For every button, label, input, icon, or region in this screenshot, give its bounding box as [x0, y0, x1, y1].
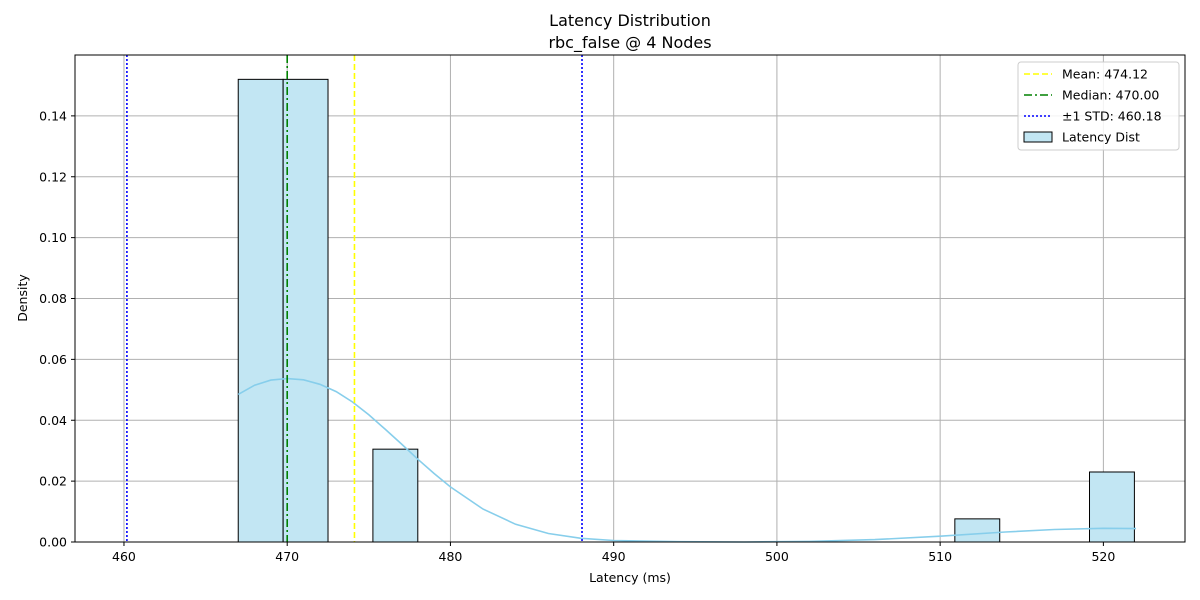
legend-entry: Mean: 474.12 [1062, 67, 1148, 82]
legend-bar-swatch [1023, 131, 1053, 143]
kde-curve [237, 377, 1137, 543]
x-tick-label: 480 [439, 549, 463, 564]
y-tick-label: 0.10 [39, 230, 67, 245]
legend-entry: Latency Dist [1062, 130, 1140, 145]
legend: Mean: 474.12 Median: 470.00 ±1 STD: 460.18… [1017, 61, 1180, 151]
histogram-bar [282, 78, 329, 543]
y-tick-label: 0.14 [39, 108, 67, 123]
chart-subtitle: rbc_false @ 4 Nodes [548, 33, 711, 53]
reference-lines [126, 55, 583, 542]
y-tick-label: 0.06 [39, 352, 67, 367]
x-tick-label: 520 [1091, 549, 1115, 564]
histogram-bar [1089, 471, 1135, 543]
legend-entry: Median: 470.00 [1062, 88, 1159, 103]
legend-box [1017, 61, 1180, 151]
y-tick-label: 0.08 [39, 291, 67, 306]
chart-title: Latency Distribution [549, 11, 711, 30]
x-tick-label: 510 [928, 549, 952, 564]
kde-curve-layer [237, 377, 1137, 543]
x-tick-label: 490 [602, 549, 626, 564]
x-tick-label: 470 [275, 549, 299, 564]
y-tick-label: 0.00 [39, 535, 67, 550]
histogram-bar [372, 448, 419, 543]
x-axis-label: Latency (ms) [589, 570, 671, 585]
y-axis-ticks: 0.00 0.02 0.04 0.06 0.08 0.10 0.12 0.14 [39, 108, 75, 550]
y-tick-label: 0.02 [39, 474, 67, 489]
legend-entry: ±1 STD: 460.18 [1062, 109, 1162, 124]
histogram-bar [954, 518, 1001, 543]
x-tick-label: 460 [112, 549, 136, 564]
x-tick-label: 500 [765, 549, 789, 564]
x-axis-ticks: 460 470 480 490 500 510 520 [112, 542, 1115, 564]
histogram-bars [237, 78, 1135, 543]
histogram-bar [237, 78, 284, 543]
y-tick-label: 0.12 [39, 169, 67, 184]
y-tick-label: 0.04 [39, 413, 67, 428]
y-axis-label: Density [15, 274, 30, 322]
